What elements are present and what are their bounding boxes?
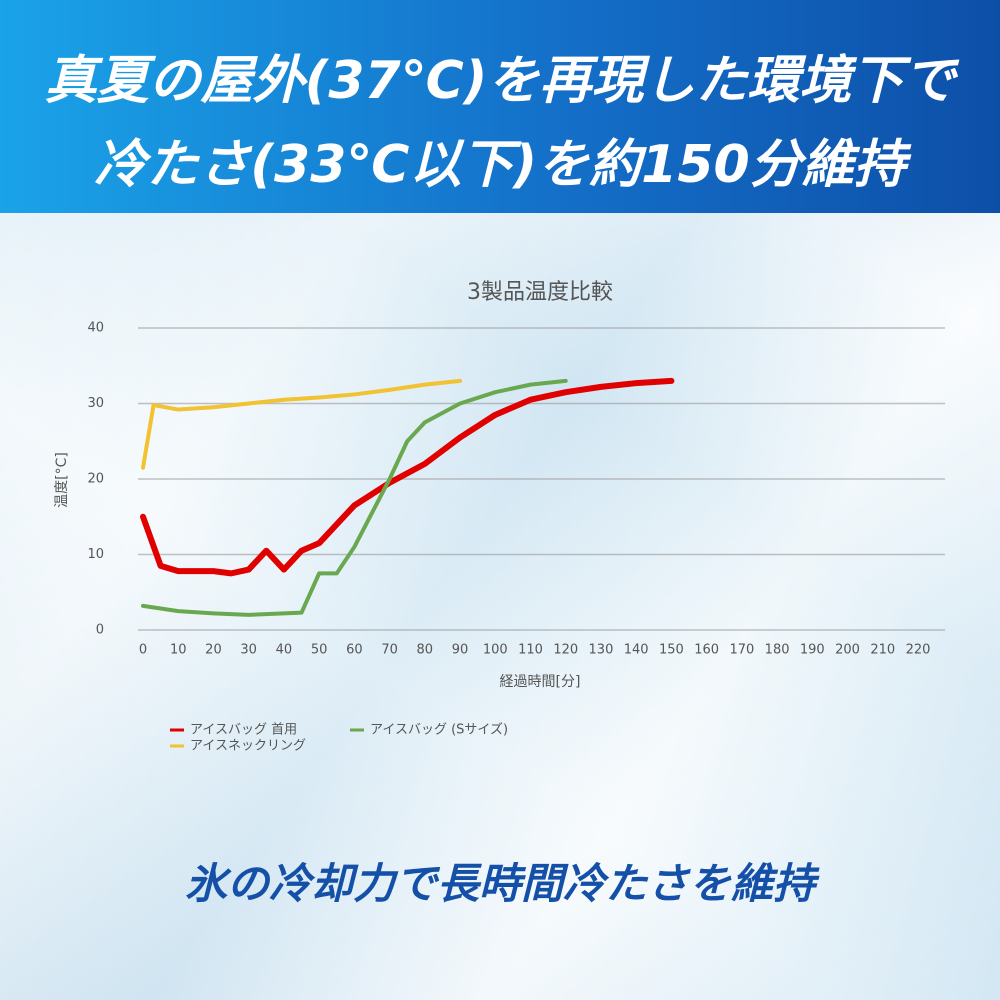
headline: 冷たさ(33℃以下)を約150分維持 xyxy=(94,135,906,195)
x-tick-label: 90 xyxy=(452,643,469,658)
x-tick-label: 140 xyxy=(624,643,649,658)
x-tick-label: 40 xyxy=(276,643,293,658)
x-tick-label: 10 xyxy=(170,643,187,658)
y-tick-label: 30 xyxy=(87,396,104,411)
x-tick-label: 100 xyxy=(483,643,508,658)
footer-text: 氷の冷却力で長時間冷たさを維持 xyxy=(184,859,815,908)
x-tick-label: 170 xyxy=(729,643,754,658)
x-tick-label: 190 xyxy=(800,643,825,658)
x-tick-label: 210 xyxy=(870,643,895,658)
x-tick-label: 70 xyxy=(381,643,398,658)
x-tick-label: 80 xyxy=(417,643,434,658)
x-tick-label: 160 xyxy=(694,643,719,658)
legend-label: アイスバッグ (Sサイズ) xyxy=(370,722,508,738)
x-tick-label: 20 xyxy=(205,643,222,658)
series-line xyxy=(141,378,463,470)
y-tick-label: 20 xyxy=(87,472,104,487)
y-tick-label: 0 xyxy=(96,623,104,638)
x-tick-label: 30 xyxy=(240,643,257,658)
x-tick-label: 120 xyxy=(553,643,578,658)
x-tick-label: 130 xyxy=(589,643,614,658)
legend-label: アイスネックリング xyxy=(190,739,306,754)
banner: 真夏の屋外(37℃)を再現した環境下で 冷たさ(33℃以下)を約150分維持 xyxy=(0,0,1000,213)
x-tick-label: 150 xyxy=(659,643,684,658)
x-tick-label: 0 xyxy=(139,643,147,658)
x-tick-label: 60 xyxy=(346,643,363,658)
x-axis-label: 経過時間[分] xyxy=(500,674,581,690)
x-tick-label: 110 xyxy=(518,643,543,658)
x-tick-label: 220 xyxy=(906,643,931,658)
x-tick-label: 200 xyxy=(835,643,860,658)
y-axis-label: 温度[°C] xyxy=(54,452,70,508)
legend-label: アイスバッグ 首用 xyxy=(190,723,297,738)
series-line xyxy=(140,377,675,577)
x-tick-label: 50 xyxy=(311,643,328,658)
y-tick-label: 10 xyxy=(87,547,104,562)
x-tick-label: 180 xyxy=(765,643,790,658)
series-line xyxy=(141,378,568,617)
chart-title: 3製品温度比較 xyxy=(467,280,613,305)
headline: 真夏の屋外(37℃)を再現した環境下で xyxy=(44,51,956,111)
y-tick-label: 40 xyxy=(87,321,104,336)
